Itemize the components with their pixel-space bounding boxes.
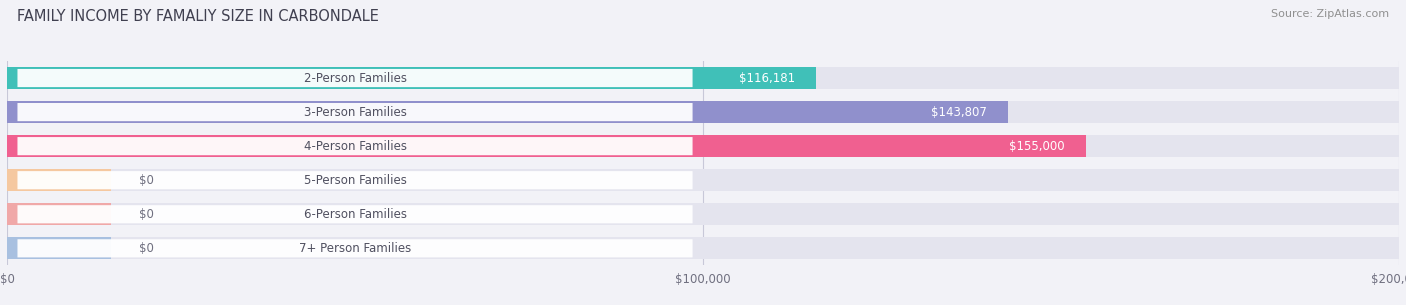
Text: 6-Person Families: 6-Person Families [304, 208, 406, 221]
Bar [7, 169, 111, 191]
Bar [7, 203, 1399, 225]
Text: 5-Person Families: 5-Person Families [304, 174, 406, 187]
Text: 4-Person Families: 4-Person Families [304, 140, 406, 152]
Bar [7, 203, 111, 225]
Bar [7, 67, 1399, 89]
Text: 2-Person Families: 2-Person Families [304, 72, 406, 84]
FancyBboxPatch shape [17, 137, 693, 155]
Bar [7, 237, 1399, 259]
FancyBboxPatch shape [17, 69, 693, 87]
FancyBboxPatch shape [17, 239, 693, 257]
Text: FAMILY INCOME BY FAMALIY SIZE IN CARBONDALE: FAMILY INCOME BY FAMALIY SIZE IN CARBOND… [17, 9, 378, 24]
Bar [7, 101, 1008, 123]
Text: 7+ Person Families: 7+ Person Families [299, 242, 411, 255]
Bar [7, 237, 111, 259]
FancyBboxPatch shape [17, 171, 693, 189]
Bar [7, 67, 815, 89]
Bar [7, 135, 1085, 157]
Text: $0: $0 [139, 208, 155, 221]
Bar [7, 135, 1399, 157]
Text: Source: ZipAtlas.com: Source: ZipAtlas.com [1271, 9, 1389, 19]
Text: 3-Person Families: 3-Person Families [304, 106, 406, 119]
Text: $0: $0 [139, 174, 155, 187]
Bar [7, 101, 1399, 123]
Text: $116,181: $116,181 [738, 72, 794, 84]
FancyBboxPatch shape [17, 205, 693, 223]
Text: $155,000: $155,000 [1010, 140, 1064, 152]
FancyBboxPatch shape [17, 103, 693, 121]
Text: $0: $0 [139, 242, 155, 255]
Bar [7, 169, 1399, 191]
Text: $143,807: $143,807 [931, 106, 987, 119]
